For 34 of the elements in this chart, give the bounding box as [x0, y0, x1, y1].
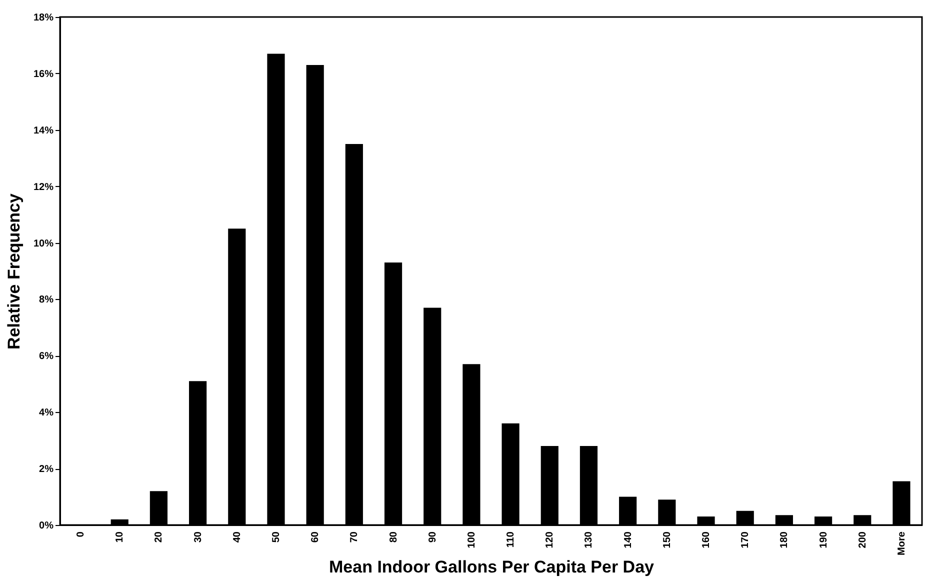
- x-tick-label: 20: [154, 531, 165, 543]
- x-tick-label: More: [896, 531, 908, 556]
- y-tick-label: 6%: [39, 351, 54, 362]
- x-tick-label: 140: [622, 531, 634, 548]
- x-tick-label: 80: [388, 531, 400, 543]
- x-tick-label: 150: [662, 531, 673, 548]
- y-tick-label: 14%: [33, 125, 54, 136]
- y-tick-label: 10%: [33, 238, 54, 250]
- y-tick-label: 4%: [39, 408, 54, 419]
- x-tick-label: 50: [270, 531, 282, 543]
- x-tick-label: 10: [114, 531, 126, 543]
- y-tick-label: 16%: [33, 68, 54, 80]
- y-tick-label: 0%: [39, 520, 54, 532]
- y-tick-label: 8%: [39, 294, 54, 306]
- x-tick-label: 90: [427, 531, 438, 543]
- x-axis-title: Mean Indoor Gallons Per Capita Per Day: [329, 557, 655, 576]
- x-tick-label: 100: [466, 531, 478, 548]
- y-tick-label: 2%: [39, 464, 54, 476]
- x-tick-label: 110: [506, 531, 517, 548]
- x-tick-label: 0: [76, 531, 87, 538]
- x-tick-label: 190: [818, 531, 830, 548]
- x-tick-label: 170: [740, 531, 752, 548]
- x-tick-label: 30: [192, 531, 204, 543]
- x-tick-label: 160: [701, 531, 712, 548]
- x-tick-label: 120: [544, 531, 556, 548]
- x-tick-label: 130: [584, 531, 595, 548]
- x-tick-label: 70: [349, 531, 360, 543]
- y-axis-title: Relative Frequency: [4, 193, 24, 350]
- y-tick-label: 18%: [33, 12, 54, 24]
- x-tick-label: 60: [310, 531, 322, 543]
- x-tick-label: 180: [779, 531, 790, 548]
- x-tick-label: 200: [857, 531, 868, 548]
- y-tick-label: 12%: [33, 182, 54, 193]
- x-tick-label: 40: [232, 531, 243, 543]
